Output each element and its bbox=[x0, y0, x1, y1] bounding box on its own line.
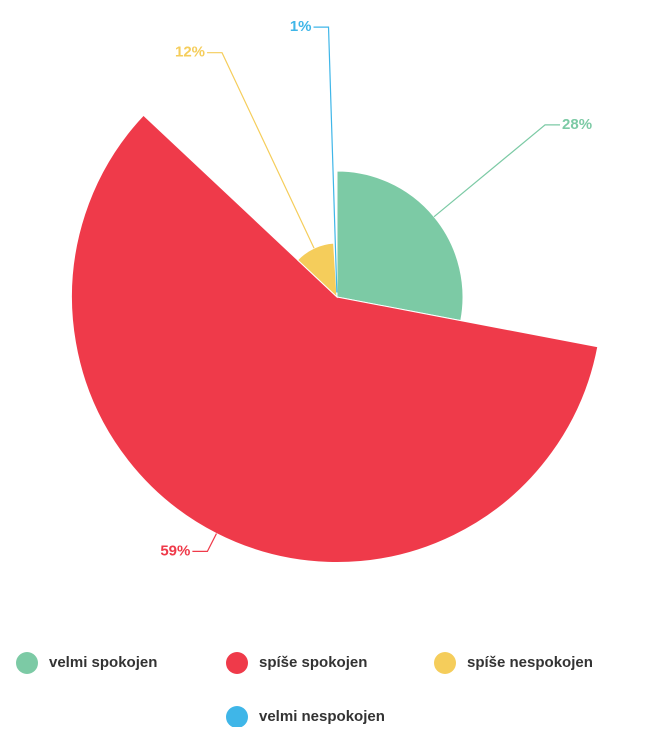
data-label: 59% bbox=[160, 542, 190, 559]
legend-marker bbox=[226, 652, 248, 674]
legend-label: spíše spokojen bbox=[259, 654, 367, 671]
legend-marker bbox=[16, 652, 38, 674]
data-label: 1% bbox=[290, 18, 312, 35]
legend-label: velmi spokojen bbox=[49, 654, 157, 671]
legend-marker bbox=[226, 706, 248, 727]
pie-slice bbox=[337, 171, 463, 321]
legend-marker bbox=[434, 652, 456, 674]
data-label: 28% bbox=[562, 116, 592, 133]
data-label: 12% bbox=[175, 44, 205, 61]
leader-line bbox=[192, 534, 216, 552]
legend-label: velmi nespokojen bbox=[259, 708, 385, 725]
leader-line bbox=[434, 125, 560, 217]
pie-slice bbox=[71, 115, 597, 562]
legend-label: spíše nespokojen bbox=[467, 654, 593, 671]
